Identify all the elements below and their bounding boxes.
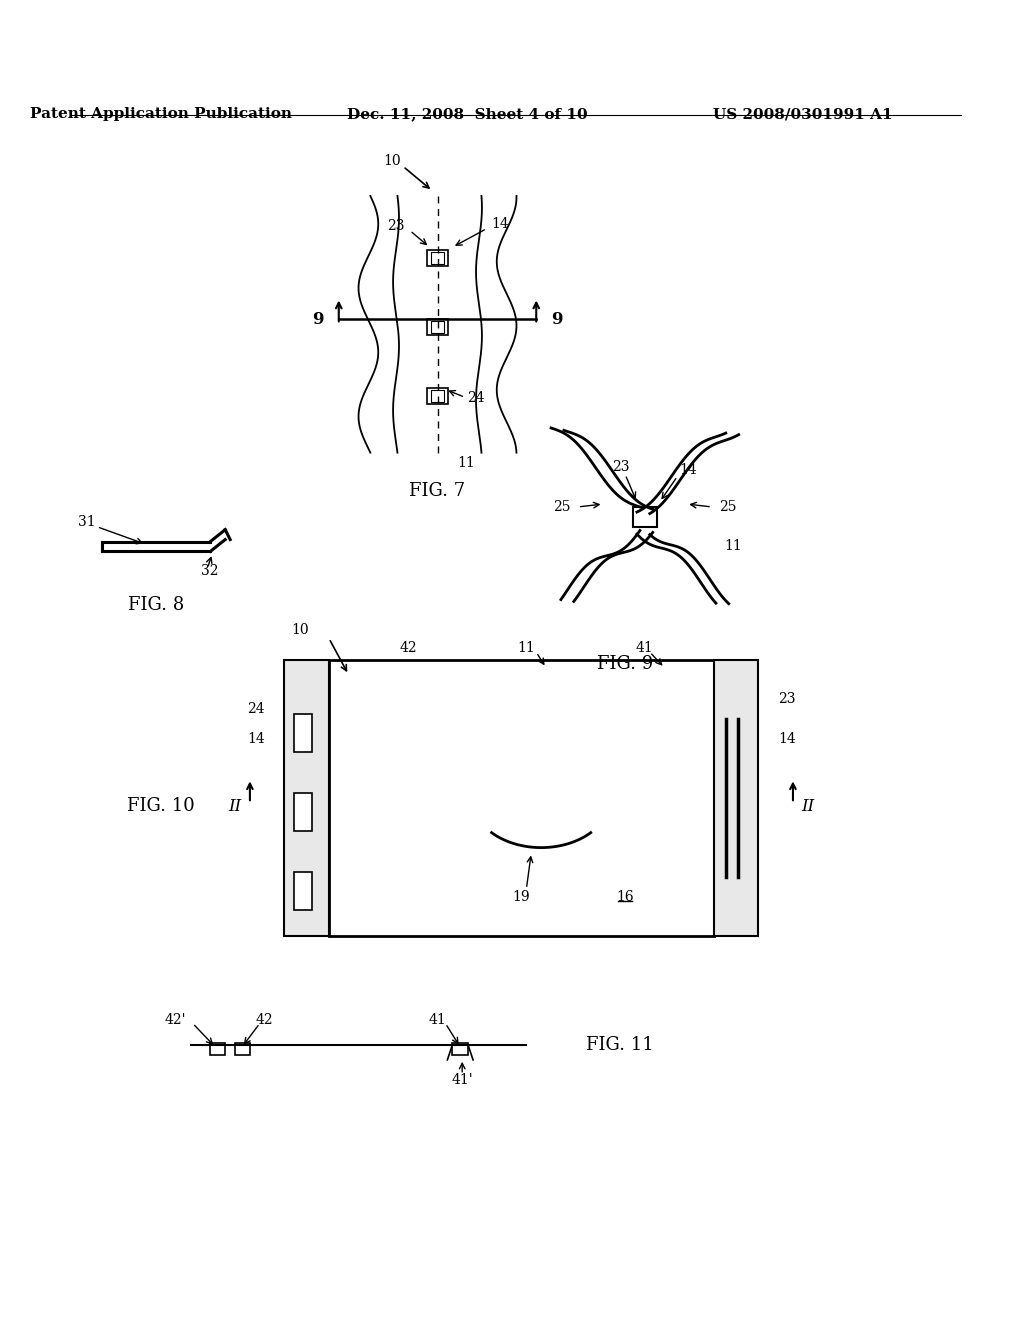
Text: 14: 14	[492, 216, 510, 231]
Text: 10: 10	[383, 154, 400, 169]
Text: US 2008/0301991 A1: US 2008/0301991 A1	[713, 107, 893, 121]
Text: 41: 41	[429, 1014, 446, 1027]
Text: 14: 14	[778, 733, 796, 746]
Bar	[431, 321, 444, 333]
Text: 25: 25	[553, 500, 570, 513]
Text: 11: 11	[724, 540, 741, 553]
Text: 41: 41	[636, 642, 653, 655]
Text: Patent Application Publication: Patent Application Publication	[30, 107, 292, 121]
Text: 23: 23	[778, 693, 796, 706]
Text: 23: 23	[387, 219, 404, 232]
Text: 24: 24	[467, 391, 484, 405]
Text: 19: 19	[513, 890, 530, 904]
Text: FIG. 8: FIG. 8	[128, 595, 184, 614]
Bar	[210, 1043, 225, 1055]
Bar	[329, 660, 714, 936]
Text: 42: 42	[256, 1014, 273, 1027]
Text: 14: 14	[679, 463, 697, 478]
Text: FIG. 9: FIG. 9	[597, 655, 653, 673]
Text: 24: 24	[247, 702, 265, 717]
Bar	[431, 252, 444, 264]
Bar	[714, 660, 759, 936]
Bar	[427, 388, 449, 404]
Text: II: II	[228, 797, 242, 814]
Bar	[453, 1043, 468, 1055]
Text: 42': 42'	[164, 1014, 185, 1027]
Text: 42: 42	[399, 642, 417, 655]
Text: FIG. 7: FIG. 7	[410, 482, 466, 500]
Text: 25: 25	[719, 500, 736, 513]
Bar	[294, 873, 312, 909]
Text: 14: 14	[247, 733, 265, 746]
Text: 9: 9	[551, 310, 562, 327]
Text: 32: 32	[201, 564, 218, 578]
Text: 16: 16	[616, 890, 634, 904]
Text: Dec. 11, 2008  Sheet 4 of 10: Dec. 11, 2008 Sheet 4 of 10	[347, 107, 588, 121]
Text: 9: 9	[312, 310, 324, 327]
Text: 41': 41'	[452, 1073, 473, 1086]
Text: II: II	[801, 797, 814, 814]
Bar	[427, 319, 449, 335]
Text: FIG. 10: FIG. 10	[127, 797, 195, 816]
Bar	[633, 507, 656, 527]
Bar	[285, 660, 329, 936]
Bar	[427, 251, 449, 267]
Text: FIG. 11: FIG. 11	[586, 1036, 653, 1055]
Text: 11: 11	[458, 455, 475, 470]
Bar	[236, 1043, 250, 1055]
Bar	[294, 793, 312, 830]
Bar	[294, 714, 312, 752]
Text: 23: 23	[612, 461, 630, 474]
Bar	[431, 391, 444, 403]
Text: 31: 31	[78, 515, 96, 529]
Text: 11: 11	[517, 642, 536, 655]
Text: 10: 10	[292, 623, 309, 638]
